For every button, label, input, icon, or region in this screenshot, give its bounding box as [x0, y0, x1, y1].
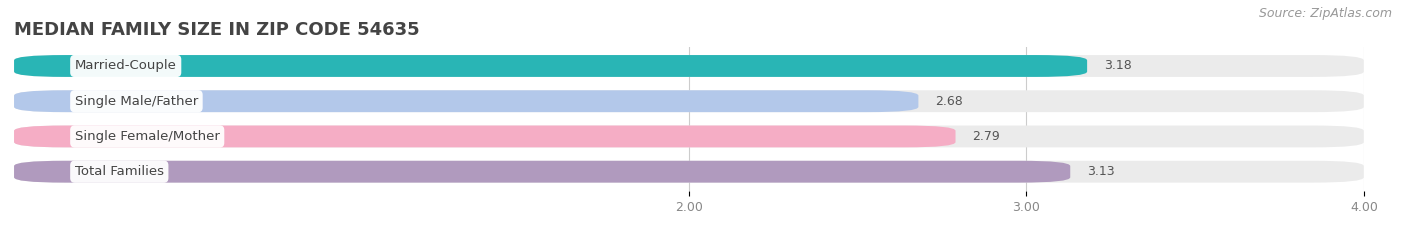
Text: 3.18: 3.18 [1104, 59, 1132, 72]
Text: Single Female/Mother: Single Female/Mother [75, 130, 219, 143]
Text: 2.79: 2.79 [973, 130, 1000, 143]
Text: Total Families: Total Families [75, 165, 165, 178]
FancyBboxPatch shape [14, 55, 1087, 77]
Text: 3.13: 3.13 [1087, 165, 1115, 178]
FancyBboxPatch shape [14, 126, 1364, 147]
FancyBboxPatch shape [14, 161, 1070, 183]
FancyBboxPatch shape [14, 161, 1364, 183]
FancyBboxPatch shape [14, 126, 956, 147]
Text: Single Male/Father: Single Male/Father [75, 95, 198, 108]
FancyBboxPatch shape [14, 90, 918, 112]
Text: Married-Couple: Married-Couple [75, 59, 177, 72]
Text: MEDIAN FAMILY SIZE IN ZIP CODE 54635: MEDIAN FAMILY SIZE IN ZIP CODE 54635 [14, 21, 419, 39]
Text: 2.68: 2.68 [935, 95, 963, 108]
FancyBboxPatch shape [14, 55, 1364, 77]
Text: Source: ZipAtlas.com: Source: ZipAtlas.com [1258, 7, 1392, 20]
FancyBboxPatch shape [14, 90, 1364, 112]
